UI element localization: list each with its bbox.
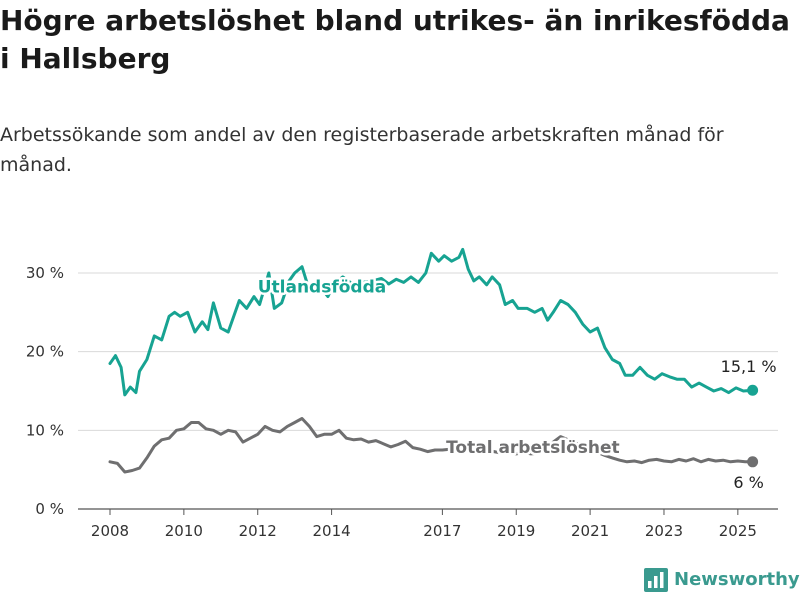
- series-end-point: [747, 456, 759, 468]
- x-tick-label: 2025: [719, 522, 757, 540]
- y-tick-label: 0 %: [35, 500, 64, 518]
- y-tick-label: 10 %: [26, 421, 64, 439]
- chart-title: Högre arbetslöshet bland utrikes- än inr…: [0, 4, 790, 75]
- x-tick-label: 2012: [239, 522, 277, 540]
- brand-name: Newsworthy: [674, 569, 800, 590]
- series-name-label: Total arbetslöshet: [446, 438, 620, 458]
- chart-subtitle: Arbetssökande som andel av den registerb…: [0, 124, 724, 176]
- series-name-label: Utlandsfödda: [258, 278, 387, 298]
- series-end-label: 6 %: [733, 473, 763, 492]
- x-tick-label: 2008: [91, 522, 129, 540]
- x-tick-label: 2021: [571, 522, 609, 540]
- brand: Newsworthy: [644, 568, 800, 592]
- series-line-utlandsfodda: [108, 247, 755, 397]
- x-tick-label: 2019: [497, 522, 535, 540]
- x-tick-label: 2014: [312, 522, 350, 540]
- x-tick-label: 2017: [423, 522, 461, 540]
- series-end-point: [747, 384, 759, 396]
- y-tick-label: 20 %: [26, 343, 64, 361]
- bar-chart-logo-icon: [644, 568, 668, 592]
- series-line-total: [108, 417, 755, 474]
- x-tick-label: 2023: [645, 522, 683, 540]
- x-tick-label: 2010: [165, 522, 203, 540]
- series-end-label: 15,1 %: [721, 357, 777, 376]
- y-tick-label: 30 %: [26, 264, 64, 282]
